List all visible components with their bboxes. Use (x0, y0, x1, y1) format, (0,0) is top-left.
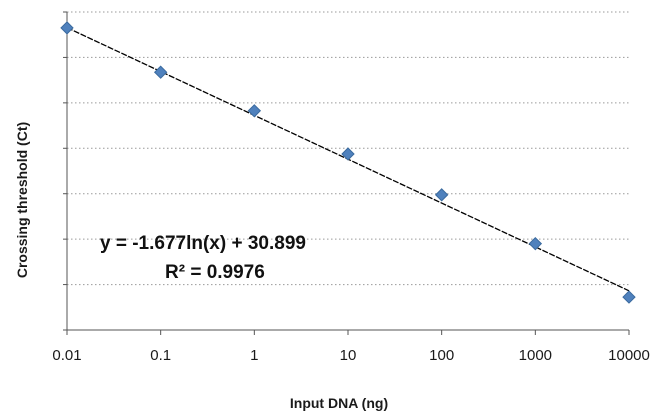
data-point (153, 65, 168, 79)
x-tick-label: 10 (340, 347, 357, 364)
x-tick-label: 10000 (608, 347, 650, 364)
x-tick-label: 0.01 (52, 347, 81, 364)
data-point (622, 290, 636, 304)
data-point (528, 236, 543, 251)
x-tick-labels: 0.01 0.1 1 10 100 1000 10000 (52, 347, 649, 364)
data-point (247, 104, 262, 118)
x-tick-label: 100 (429, 347, 454, 364)
data-point (60, 21, 74, 35)
x-tick-label: 0.1 (150, 347, 171, 364)
trendline-equation: y = -1.677ln(x) + 30.899 (100, 233, 306, 254)
grid-lines (63, 11, 629, 331)
x-axis-title: Input DNA (ng) (290, 395, 388, 411)
x-tick-label: 1000 (519, 347, 552, 364)
x-ticks (66, 330, 630, 335)
y-axis-title: Crossing threshold (Ct) (14, 122, 30, 278)
data-point (341, 147, 355, 161)
data-point (434, 188, 449, 202)
data-points (60, 21, 636, 304)
r-squared-label: R² = 0.9976 (165, 262, 265, 283)
x-tick-label: 1 (250, 347, 258, 364)
